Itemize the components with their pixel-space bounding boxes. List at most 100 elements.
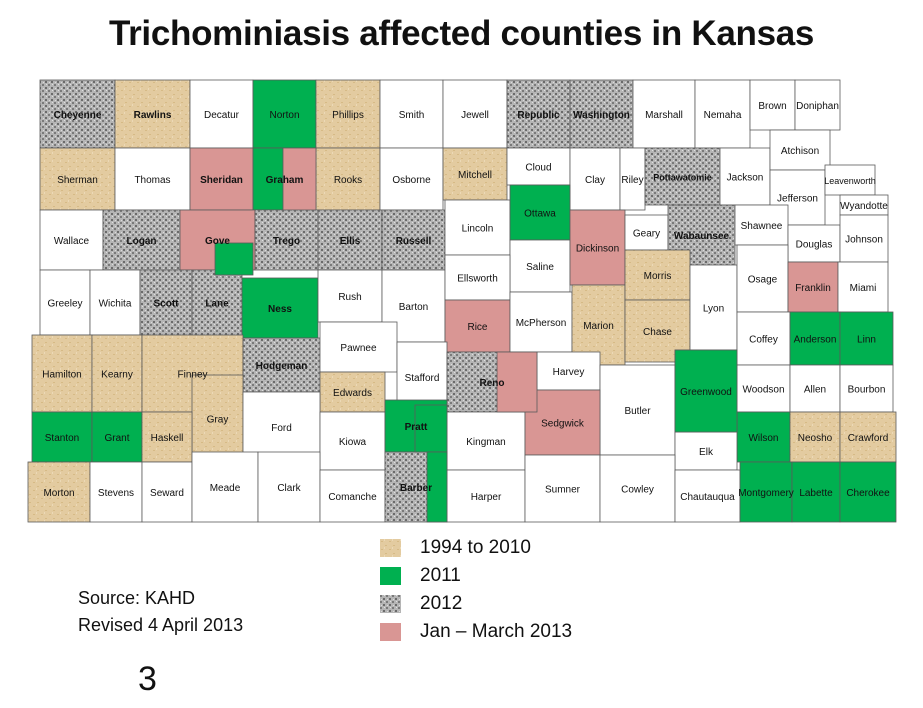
county-label: Republic: [517, 110, 560, 121]
county-shape: [569, 209, 626, 286]
county-sherman: [39, 147, 116, 211]
county-label: Stanton: [45, 433, 79, 444]
county-douglas: [787, 224, 841, 263]
county-label: Brown: [758, 101, 786, 112]
county-hamilton: [31, 334, 93, 413]
county-label: Ford: [271, 423, 292, 434]
county-label: Gray: [207, 415, 229, 426]
county-shape: [442, 79, 508, 149]
county-label: Geary: [633, 229, 660, 240]
county-ottawa: [509, 184, 571, 241]
county-shape: [644, 147, 721, 206]
county-label: Neosho: [798, 433, 833, 444]
county-woodson: [736, 364, 791, 413]
county-label: Linn: [857, 335, 876, 346]
county-doniphan: [794, 79, 841, 131]
county-shape: [442, 147, 508, 201]
county-label: Stevens: [98, 488, 134, 499]
county-label: Wichita: [99, 299, 132, 310]
county-shape: [444, 254, 511, 301]
county-shape: [39, 79, 116, 149]
county-coffey: [736, 311, 791, 366]
county-label: Grant: [104, 433, 129, 444]
county-shape: [31, 411, 93, 463]
county-shape: [624, 249, 691, 301]
county-label: Greenwood: [680, 387, 732, 398]
county-shape: [242, 337, 321, 393]
county-shape: [506, 147, 571, 186]
county-lane: [191, 269, 243, 336]
county-comanche: [319, 469, 386, 523]
county-shape: [114, 147, 191, 211]
county-kiowa: [319, 411, 386, 471]
county-shape: [509, 184, 571, 241]
county-shape: [509, 291, 573, 353]
legend-swatch-2011: [380, 567, 401, 585]
county-label: Haskell: [151, 433, 184, 444]
county-subarea: [282, 147, 317, 211]
county-russell: [381, 209, 446, 271]
county-label: Franklin: [795, 283, 831, 294]
county-riley: [619, 147, 646, 211]
legend-label: 1994 to 2010: [420, 537, 531, 558]
county-shape: [839, 214, 889, 263]
county-shape: [89, 269, 141, 336]
county-label: Doniphan: [796, 101, 839, 112]
county-subarea: [214, 242, 254, 276]
county-label: Finney: [177, 370, 207, 381]
county-label: Johnson: [845, 235, 883, 246]
county-label: Allen: [804, 385, 826, 396]
county-shape: [837, 261, 889, 313]
county-montgomery: [739, 461, 793, 523]
county-label: Sedgwick: [541, 419, 585, 430]
county-label: Logan: [127, 236, 157, 247]
county-label: Rooks: [334, 175, 362, 186]
county-sumner: [524, 454, 601, 523]
county-shape: [379, 147, 444, 211]
county-label: Wyandotte: [840, 201, 888, 212]
county-shape: [689, 264, 738, 351]
county-dickinson: [569, 209, 626, 286]
county-label: Smith: [399, 110, 425, 121]
county-label: Wabaunsee: [674, 231, 730, 242]
county-label: Rawlins: [134, 110, 172, 121]
county-harper: [446, 469, 526, 523]
county-label: Cheyenne: [54, 110, 102, 121]
county-label: Osage: [748, 275, 778, 286]
county-seward: [141, 461, 193, 523]
county-hodgeman: [242, 337, 321, 393]
county-shape: [839, 461, 897, 523]
county-subarea: [414, 404, 448, 453]
county-haskell: [141, 411, 193, 463]
county-gray: [191, 374, 244, 463]
county-johnson: [839, 214, 889, 263]
county-label: Harvey: [553, 367, 585, 378]
county-label: Russell: [396, 236, 432, 247]
county-osage: [736, 244, 789, 313]
county-label: Reno: [480, 378, 505, 389]
county-shape: [319, 411, 386, 471]
county-shape: [102, 209, 181, 271]
county-shape: [739, 461, 793, 523]
county-lyon: [689, 264, 738, 351]
county-label: Cherokee: [846, 488, 890, 499]
county-shape: [141, 411, 193, 463]
county-shape: [749, 79, 796, 131]
legend-label: 2012: [420, 593, 463, 614]
legend-swatch-2013: [380, 623, 401, 641]
county-label: Crawford: [848, 433, 889, 444]
county-shape: [569, 79, 634, 149]
county-label: Harper: [471, 492, 502, 503]
county-shape: [839, 411, 897, 463]
county-shape: [189, 147, 254, 211]
county-label: Miami: [850, 283, 877, 294]
county-label: Mitchell: [458, 170, 492, 181]
county-linn: [839, 311, 894, 366]
county-label: Woodson: [742, 385, 784, 396]
county-label: Ottawa: [524, 209, 556, 220]
county-shape: [446, 469, 526, 523]
county-shape: [191, 451, 259, 523]
county-shape: [506, 79, 571, 149]
county-label: Ellsworth: [457, 274, 498, 285]
county-label: Cowley: [621, 485, 654, 496]
